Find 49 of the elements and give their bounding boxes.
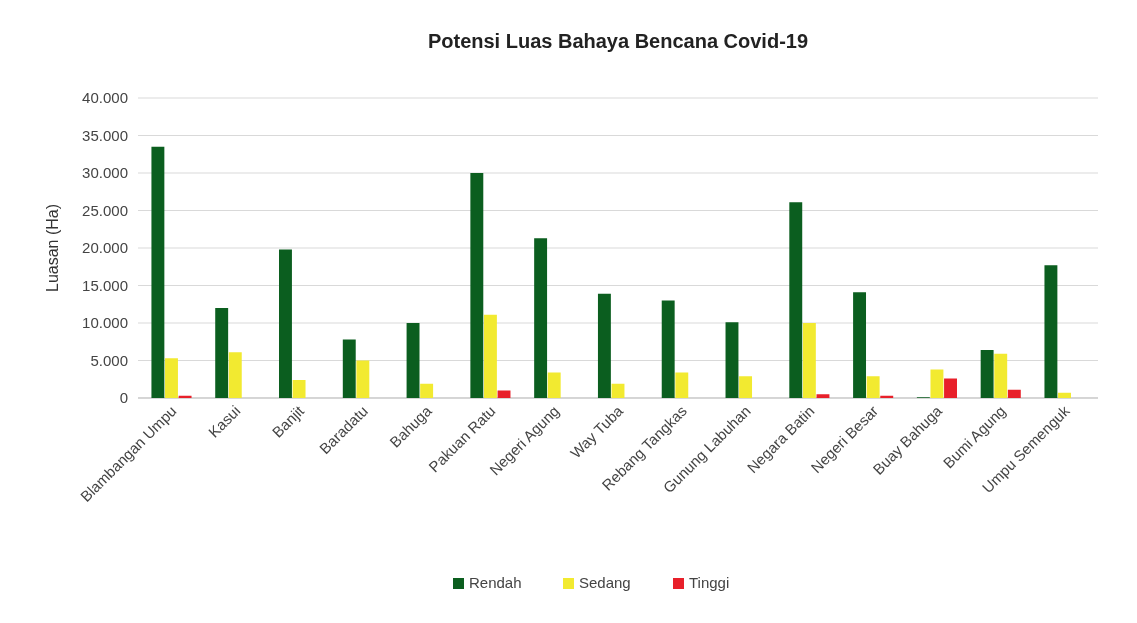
- bar: [356, 360, 370, 398]
- x-tick-label: Way Tuba: [566, 401, 627, 462]
- bar: [597, 293, 611, 398]
- chart-title: Potensi Luas Bahaya Bencana Covid-19: [427, 30, 809, 52]
- y-tick-label: 25.000: [82, 201, 128, 219]
- bar: [944, 378, 957, 398]
- bar: [1044, 265, 1058, 398]
- bar: [866, 376, 880, 398]
- bar: [1058, 392, 1071, 398]
- bar: [1007, 389, 1021, 398]
- bar: [470, 173, 484, 398]
- y-tick-label: 20.000: [82, 239, 128, 257]
- bar: [165, 358, 178, 398]
- bar: [534, 238, 548, 398]
- y-tick-label: 0: [119, 389, 128, 407]
- bar: [661, 300, 675, 398]
- legend-label: Sedang: [579, 574, 631, 591]
- bar: [930, 369, 944, 398]
- y-tick-label: 10.000: [82, 314, 128, 332]
- bar: [483, 314, 497, 398]
- bar: [880, 395, 894, 398]
- y-tick-label: 30.000: [82, 164, 128, 182]
- bar: [802, 323, 816, 398]
- bar: [725, 322, 739, 398]
- bar: [279, 249, 292, 398]
- bar: [215, 308, 229, 398]
- legend-label: Tinggi: [689, 574, 730, 591]
- bar: [816, 394, 830, 398]
- legend-label: Rendah: [469, 574, 522, 591]
- bar: [342, 339, 356, 398]
- y-tick-label: 15.000: [82, 276, 128, 294]
- y-tick-label: 40.000: [82, 89, 128, 107]
- bar: [228, 352, 242, 398]
- bar: [611, 383, 625, 398]
- bar: [980, 350, 994, 398]
- bar: [420, 383, 434, 398]
- bar: [151, 146, 165, 398]
- bar: [178, 395, 192, 398]
- bar: [292, 380, 306, 398]
- y-tick-label: 5.000: [90, 351, 128, 369]
- y-tick-label: 35.000: [82, 126, 128, 144]
- bar: [406, 323, 420, 398]
- bar: [789, 202, 803, 398]
- bar: [739, 376, 753, 398]
- bar: [675, 372, 689, 398]
- y-axis-title: Luasan (Ha): [44, 203, 61, 293]
- bar: [994, 353, 1008, 398]
- bar: [853, 292, 867, 398]
- bar: [547, 372, 561, 398]
